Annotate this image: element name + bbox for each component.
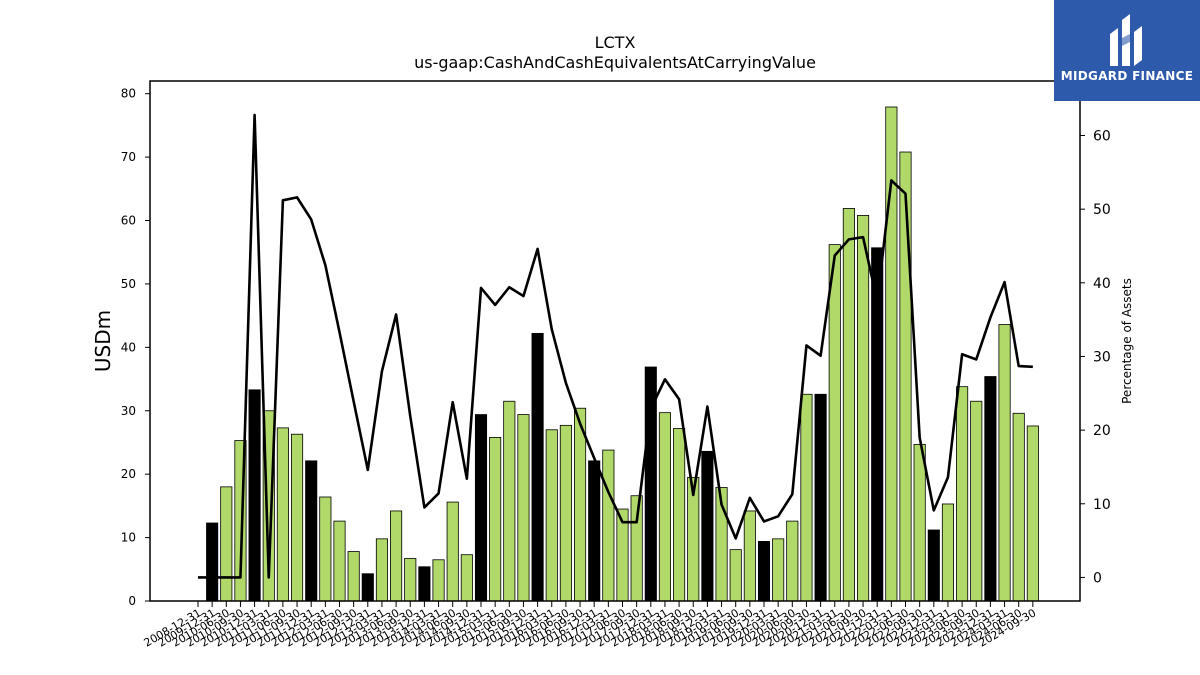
bar	[984, 376, 997, 602]
bar	[743, 510, 756, 602]
bar	[489, 436, 502, 602]
bar	[588, 460, 601, 602]
bar	[390, 510, 403, 602]
y-right-tick-label: 60	[1093, 129, 1111, 145]
y-left-tick-label: 80	[121, 87, 136, 101]
y-left-tick-label: 40	[121, 340, 136, 354]
bar	[772, 538, 785, 602]
bar	[899, 151, 912, 602]
brand-logo: MIDGARD FINANCE	[1054, 0, 1200, 101]
bar	[503, 400, 516, 602]
bar	[630, 495, 643, 602]
bar	[658, 412, 671, 602]
bar	[517, 414, 530, 602]
bar	[474, 414, 488, 602]
bar	[361, 573, 374, 602]
bar	[701, 450, 714, 602]
bar	[729, 549, 742, 602]
y-axis-right: 0 10 20 30 40 50 60	[1080, 129, 1111, 586]
bar	[828, 244, 841, 602]
chart-subtitle: us-gaap:CashAndCashEquivalentsAtCarrying…	[414, 53, 816, 72]
y-left-tick-label: 50	[121, 277, 136, 291]
bar	[998, 324, 1011, 602]
bar	[460, 554, 473, 602]
chart-title: LCTX	[595, 33, 636, 52]
percentage-line	[198, 113, 1033, 579]
bar	[842, 208, 855, 602]
bar	[347, 551, 360, 602]
logo-text: MIDGARD FINANCE	[1060, 69, 1194, 83]
y-right-tick-label: 30	[1093, 349, 1111, 365]
bar	[545, 429, 558, 602]
bar	[673, 428, 686, 602]
bar	[220, 486, 233, 602]
y-axis-left-label: USDm	[91, 310, 115, 372]
bar	[248, 389, 261, 602]
bar	[574, 407, 587, 602]
bar	[375, 538, 388, 602]
line-series	[198, 113, 1033, 579]
y-left-tick-label: 60	[121, 214, 136, 228]
bar	[800, 393, 813, 602]
y-left-tick-label: 0	[128, 594, 136, 608]
bar	[941, 503, 954, 602]
bar	[276, 427, 289, 602]
bar	[814, 393, 827, 602]
bar	[404, 558, 417, 602]
bar	[1026, 425, 1039, 602]
bar	[290, 433, 304, 602]
y-left-tick-label: 10	[121, 531, 136, 545]
y-right-tick-label: 50	[1093, 202, 1111, 218]
bar	[857, 215, 870, 602]
bar	[446, 501, 459, 602]
bar	[956, 386, 969, 602]
y-left-tick-label: 20	[121, 467, 136, 481]
bar	[913, 443, 926, 602]
y-right-tick-label: 10	[1093, 497, 1111, 513]
y-right-tick-label: 0	[1093, 570, 1102, 586]
y-axis-left: 0 10 20 30 40 50 60 70 80	[121, 87, 150, 608]
y-axis-right-label: Percentage of Assets	[1120, 278, 1134, 404]
bar	[927, 529, 940, 602]
bar	[531, 332, 544, 602]
plot-frame	[149, 80, 1081, 602]
y-left-tick-label: 30	[121, 404, 136, 418]
bar	[786, 520, 799, 602]
y-right-tick-label: 20	[1093, 423, 1111, 439]
bar	[970, 400, 983, 602]
x-axis: 2008-12-312009-12-312010-06-302010-09-30…	[142, 601, 1038, 650]
y-right-tick-label: 40	[1093, 276, 1111, 292]
y-left-tick-label: 70	[121, 150, 136, 164]
bar	[319, 496, 332, 602]
bar-series	[206, 106, 1039, 602]
bar	[305, 460, 318, 602]
bar	[559, 424, 572, 602]
midgard-logo-icon	[1110, 14, 1142, 66]
bar	[1012, 412, 1025, 602]
bar	[432, 559, 445, 602]
bar	[602, 449, 615, 602]
bar	[757, 540, 771, 602]
bar	[206, 522, 219, 602]
bar	[418, 566, 431, 602]
bar	[333, 520, 346, 602]
